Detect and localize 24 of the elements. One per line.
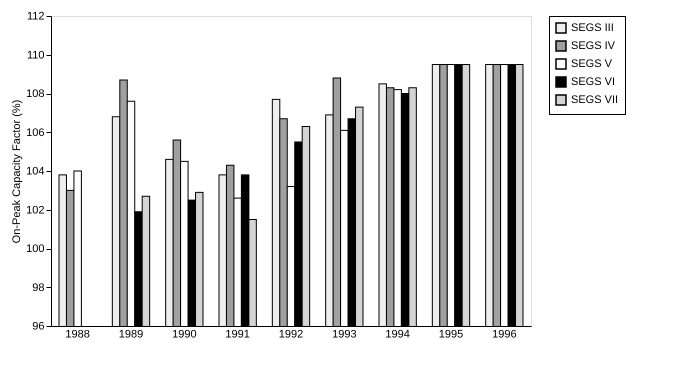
legend-label: SEGS VI: [571, 76, 616, 88]
y-tick-label: 108: [26, 88, 44, 100]
y-tick-label: 100: [26, 243, 44, 255]
x-tick-label: 1994: [385, 328, 410, 340]
x-tick-label: 1995: [438, 328, 464, 340]
y-tick-label: 98: [32, 282, 44, 294]
legend-label: SEGS VII: [571, 94, 618, 106]
y-tick-label: 110: [26, 49, 44, 62]
x-tick-label: 1989: [118, 328, 144, 340]
y-tick-label: 102: [26, 204, 44, 216]
legend-label: SEGS III: [571, 22, 614, 34]
x-tick-label: 1991: [225, 328, 250, 340]
x-tick-label: 1990: [172, 328, 197, 340]
y-tick-label: 104: [26, 166, 44, 178]
y-tick-label: 96: [32, 320, 44, 332]
legend-label: SEGS IV: [571, 40, 616, 52]
x-tick-label: 1993: [332, 328, 357, 340]
y-axis-title: On-Peak Capacity Factor (%): [11, 100, 24, 244]
y-tick-label: 106: [26, 126, 44, 139]
x-tick-label: 1992: [278, 328, 304, 340]
y-tick-label: 112: [26, 10, 44, 22]
x-tick-label: 1996: [492, 328, 517, 340]
x-tick-label: 1988: [65, 328, 90, 340]
legend-label: SEGS V: [571, 58, 613, 70]
